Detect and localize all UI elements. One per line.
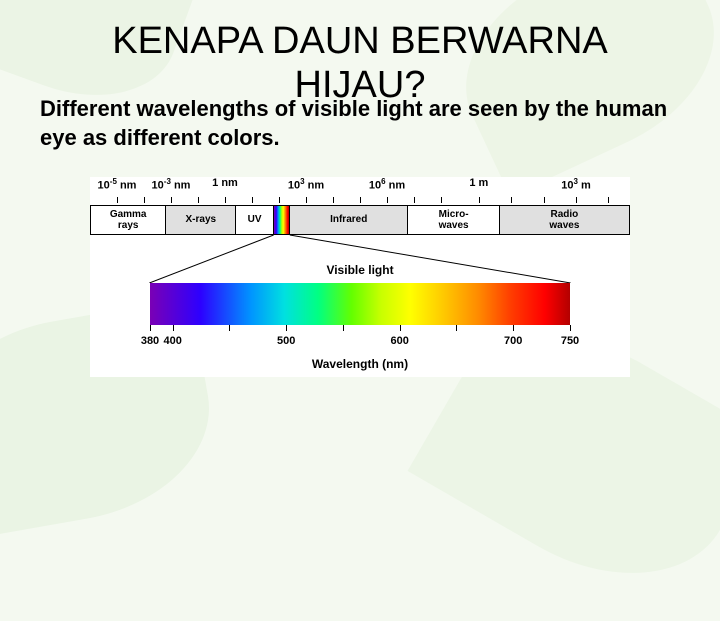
scale-tick <box>279 197 280 203</box>
spectrum-band <box>274 206 290 234</box>
nm-label: 500 <box>277 335 295 347</box>
scale-tick <box>360 197 361 203</box>
visible-light-label: Visible light <box>326 263 393 277</box>
scale-tick <box>479 197 480 203</box>
nm-tick <box>229 325 230 331</box>
scale-tick <box>576 197 577 203</box>
scale-label: 1 m <box>469 177 488 189</box>
nm-label: 600 <box>391 335 409 347</box>
nm-tick <box>343 325 344 331</box>
spectrum-band: Micro-waves <box>408 206 499 234</box>
scale-tick <box>511 197 512 203</box>
scale-label: 10-5 nm <box>98 177 137 192</box>
x-axis-label: Wavelength (nm) <box>90 357 630 371</box>
nm-ticks <box>150 325 570 335</box>
nm-label: 700 <box>504 335 522 347</box>
scale-label: 106 nm <box>369 177 405 192</box>
nm-tick <box>286 325 287 331</box>
scale-label: 103 nm <box>288 177 324 192</box>
scale-tick <box>117 197 118 203</box>
nm-labels: 380400500600700750 <box>150 335 570 351</box>
scale-tick <box>414 197 415 203</box>
scale-label: 10-3 nm <box>152 177 191 192</box>
nm-label: 400 <box>164 335 182 347</box>
nm-tick <box>456 325 457 331</box>
wavelength-scale: 10-5 nm 10-3 nm 1 nm 103 nm 106 nm 1 m 103 m <box>90 177 630 197</box>
slide-content: KENAPA DAUN BERWARNA HIJAU? Different wa… <box>0 0 720 397</box>
spectrum-bands: GammaraysX-raysUV InfraredMicro-wavesRadi… <box>90 205 630 235</box>
scale-tick <box>544 197 545 203</box>
title-line-1: KENAPA DAUN BERWARNA <box>112 20 608 62</box>
em-spectrum-diagram: 10-5 nm 10-3 nm 1 nm 103 nm 106 nm 1 m 103 m G… <box>90 177 630 377</box>
scale-tick <box>441 197 442 203</box>
scale-tick <box>198 197 199 203</box>
scale-tick <box>252 197 253 203</box>
spectrum-band: Radiowaves <box>500 206 629 234</box>
scale-tick <box>306 197 307 203</box>
spectrum-band: UV <box>236 206 274 234</box>
scale-tick <box>144 197 145 203</box>
scale-label: 103 m <box>561 177 591 192</box>
scale-tick <box>171 197 172 203</box>
expansion-wedges: Visible light <box>90 235 630 283</box>
nm-tick <box>400 325 401 331</box>
nm-label: 750 <box>561 335 579 347</box>
scale-label: 1 nm <box>212 177 238 189</box>
spectrum-band: X-rays <box>166 206 236 234</box>
nm-tick <box>173 325 174 331</box>
scale-tick <box>225 197 226 203</box>
scale-tick <box>608 197 609 203</box>
wavelength-ticks <box>90 197 630 205</box>
nm-tick <box>570 325 571 331</box>
scale-tick <box>333 197 334 203</box>
nm-label: 380 <box>141 335 159 347</box>
visible-spectrum-bar <box>150 283 570 325</box>
nm-tick <box>513 325 514 331</box>
slide-subtitle: Different wavelengths of visible light a… <box>40 95 680 152</box>
scale-tick <box>387 197 388 203</box>
slide-title: KENAPA DAUN BERWARNA HIJAU? <box>40 20 680 107</box>
spectrum-band: Gammarays <box>91 206 166 234</box>
nm-tick <box>150 325 151 331</box>
spectrum-band: Infrared <box>290 206 408 234</box>
